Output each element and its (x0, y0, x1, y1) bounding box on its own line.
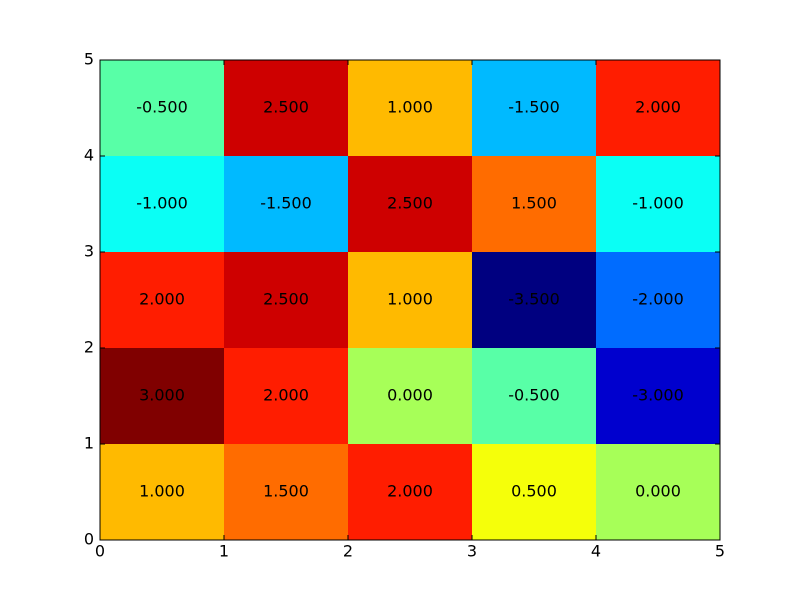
cell-label: 3.000 (139, 386, 185, 405)
y-tick-label: 2 (84, 338, 94, 357)
cell-label: 2.000 (387, 482, 433, 501)
heatmap-cell (472, 60, 596, 156)
cell-label: 0.000 (387, 386, 433, 405)
heatmap-cell (348, 444, 472, 540)
y-tick-label: 0 (84, 530, 94, 549)
heatmap-cell (348, 60, 472, 156)
y-tick-label: 3 (84, 242, 94, 261)
heatmap-cell (596, 444, 720, 540)
cell-label: 2.000 (139, 290, 185, 309)
cell-label: -0.500 (136, 98, 188, 117)
x-tick-label: 3 (467, 542, 477, 561)
heatmap-cell (224, 348, 348, 444)
x-tick-label: 5 (715, 542, 725, 561)
cell-label: -2.000 (632, 290, 684, 309)
cell-label: -3.000 (632, 386, 684, 405)
heatmap-cell (472, 156, 596, 252)
cell-label: 2.500 (387, 194, 433, 213)
x-tick-label: 1 (219, 542, 229, 561)
heatmap-cell (224, 60, 348, 156)
heatmap-cell (224, 252, 348, 348)
x-tick-label: 4 (591, 542, 601, 561)
cell-label: 0.000 (635, 482, 681, 501)
cell-label: 2.000 (635, 98, 681, 117)
heatmap-cell (596, 252, 720, 348)
y-tick-label: 5 (84, 50, 94, 69)
heatmap-cell (596, 60, 720, 156)
heatmap-cell (596, 348, 720, 444)
heatmap-cell (348, 156, 472, 252)
heatmap-cell (224, 444, 348, 540)
cell-label: -3.500 (508, 290, 560, 309)
cell-label: 2.500 (263, 290, 309, 309)
heatmap-cell (348, 348, 472, 444)
y-tick-label: 1 (84, 434, 94, 453)
cell-label: -0.500 (508, 386, 560, 405)
cell-label: 1.500 (511, 194, 557, 213)
heatmap-cell (100, 60, 224, 156)
heatmap-cell (596, 156, 720, 252)
axes-frame (99, 59, 721, 541)
heatmap-cell (348, 252, 472, 348)
cell-label: 2.500 (263, 98, 309, 117)
cell-label: 1.000 (139, 482, 185, 501)
x-tick-label: 0 (95, 542, 105, 561)
cell-label: -1.000 (136, 194, 188, 213)
heatmap-cell (100, 444, 224, 540)
heatmap-cell (472, 444, 596, 540)
cell-label: -1.500 (260, 194, 312, 213)
heatmap-cell (472, 348, 596, 444)
cell-label: 0.500 (511, 482, 557, 501)
cell-label: 2.000 (263, 386, 309, 405)
cell-label: -1.000 (632, 194, 684, 213)
y-tick-label: 4 (84, 146, 94, 165)
heatmap-cell (472, 252, 596, 348)
heatmap-cell (100, 252, 224, 348)
heatmap-cell (224, 156, 348, 252)
heatmap-cell (100, 348, 224, 444)
cell-label: -1.500 (508, 98, 560, 117)
x-tick-label: 2 (343, 542, 353, 561)
cell-label: 1.500 (263, 482, 309, 501)
heatmap-cell (100, 156, 224, 252)
cell-label: 1.000 (387, 290, 433, 309)
cell-label: 1.000 (387, 98, 433, 117)
